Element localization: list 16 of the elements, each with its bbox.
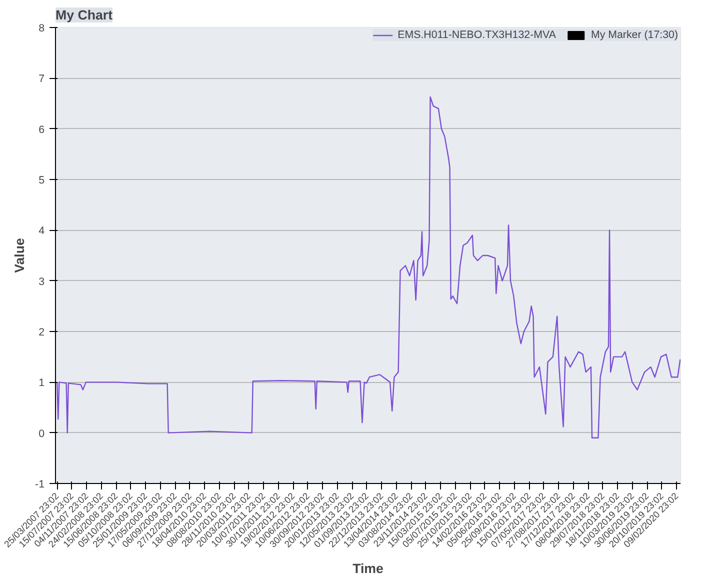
y-axis-title: Value <box>12 238 28 273</box>
chart-title: My Chart <box>56 8 114 22</box>
y-tick-label: 4 <box>38 225 45 238</box>
y-tick-label: 0 <box>38 428 45 440</box>
y-tick-label: 7 <box>38 73 45 86</box>
y-tick-label: 2 <box>38 326 45 338</box>
line-series <box>56 96 680 438</box>
y-tick-label: 5 <box>38 174 45 186</box>
legend-label: My Marker (17:30) <box>590 29 678 41</box>
y-tick-label: 6 <box>38 124 45 136</box>
y-tick-label: 1 <box>38 377 45 390</box>
y-tick-label: 3 <box>38 276 45 288</box>
x-axis-title: Time <box>352 560 384 576</box>
legend-label: EMS.H011-NEBO.TX3H132-MVA <box>398 29 556 41</box>
y-tick-label: -1 <box>35 478 45 490</box>
y-tick-label: 8 <box>38 22 45 34</box>
